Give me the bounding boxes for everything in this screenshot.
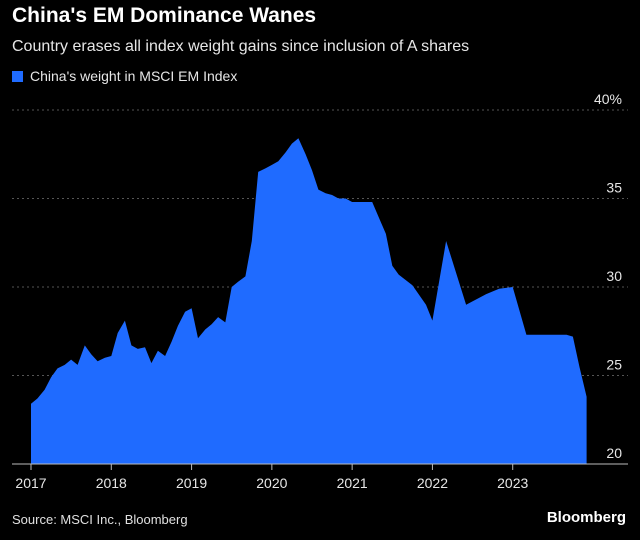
y-tick-label: 40% [594,91,622,107]
series-area [31,138,587,465]
x-tick-label: 2021 [337,475,368,491]
x-tick-label: 2017 [15,475,46,491]
x-tick-label: 2018 [96,475,127,491]
y-tick-label: 25 [606,357,622,373]
y-tick-label: 35 [606,180,622,196]
x-tick-label: 2019 [176,475,207,491]
chart-subtitle: Country erases all index weight gains si… [12,38,470,55]
legend-swatch [12,70,23,82]
brand-logo: Bloomberg [546,509,626,526]
legend: China's weight in MSCI EM Index [12,68,237,84]
x-tick-label: 2023 [497,475,528,491]
x-tick-label: 2022 [417,475,448,491]
y-tick-label: 30 [606,268,622,284]
source-note: Source: MSCI Inc., Bloomberg [12,512,188,527]
x-tick-label: 2020 [256,475,287,491]
chart-title: China's EM Dominance Wanes [12,4,317,27]
legend-label: China's weight in MSCI EM Index [30,68,238,84]
y-tick-label: 20 [606,445,622,461]
